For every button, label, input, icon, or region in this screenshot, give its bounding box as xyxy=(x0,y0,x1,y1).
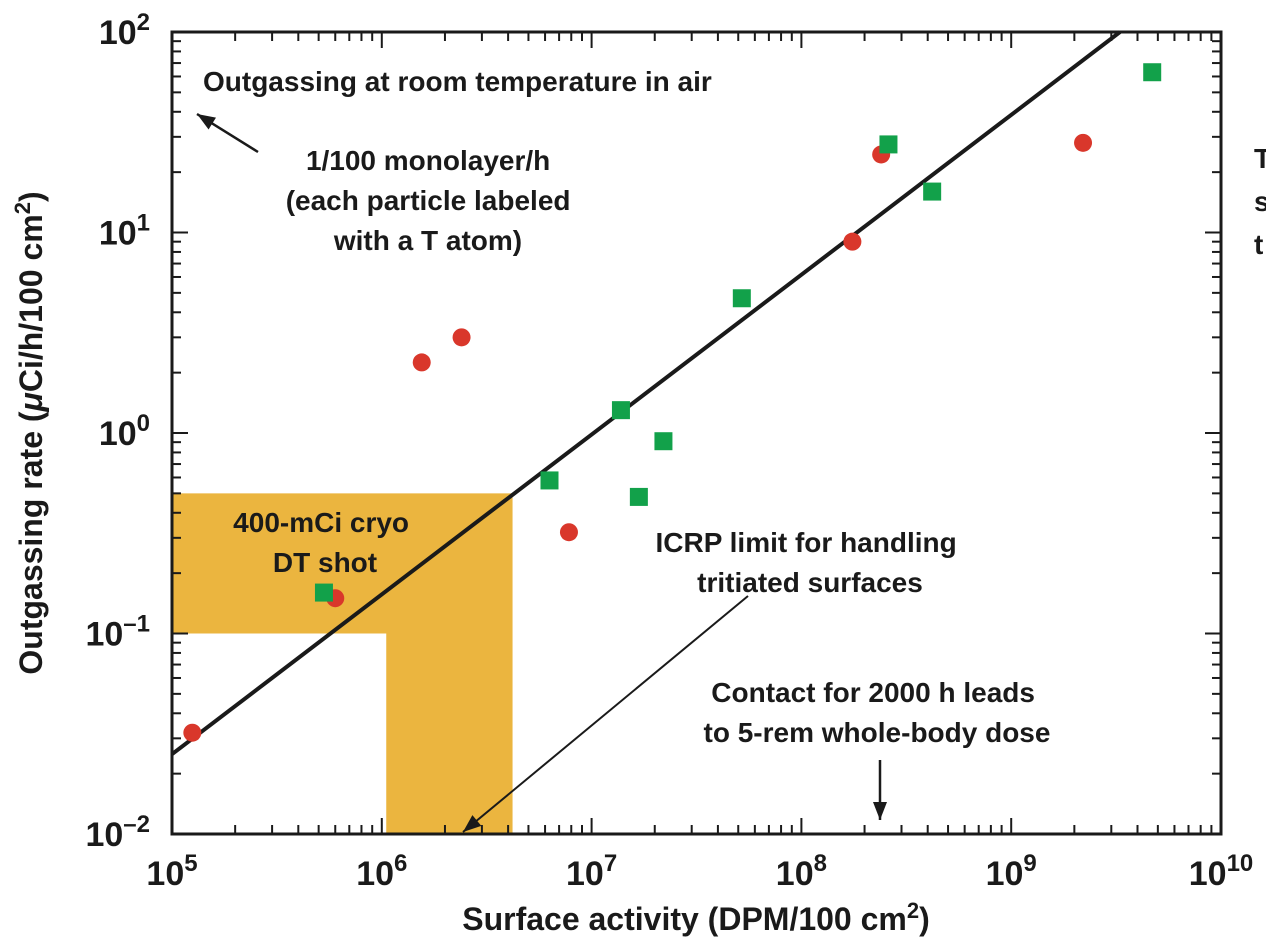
x-tick-labels: 105 106 107 108 109 1010 xyxy=(146,850,1253,893)
square-point-3 xyxy=(629,487,648,506)
square-point-1 xyxy=(540,471,559,490)
y-tick-label-4: 102 xyxy=(99,9,150,52)
monolayer-arrow-head xyxy=(197,114,216,130)
circle-point-3 xyxy=(452,328,471,347)
x-axis-label: Surface activity (DPM/100 cm2) xyxy=(462,898,930,937)
square-point-2 xyxy=(611,401,630,420)
circle-point-7 xyxy=(1074,133,1093,152)
y-axis-label: Outgassing rate (μCi/h/100 cm2) xyxy=(10,191,49,674)
x-tick-label-3: 108 xyxy=(776,850,827,893)
y-tick-labels: 10–2 10–1 100 101 102 xyxy=(85,9,150,854)
icrp-arrow-head xyxy=(463,815,482,832)
x-tick-label-5: 1010 xyxy=(1189,850,1254,893)
square-point-5 xyxy=(732,289,751,308)
square-point-4 xyxy=(654,432,673,451)
fit-line xyxy=(170,30,1122,756)
y-tick-label-1: 10–1 xyxy=(85,611,150,654)
y-tick-label-2: 100 xyxy=(99,410,150,453)
square-point-6 xyxy=(879,135,898,154)
annotation-cryo-shot: 400-mCi cryo DT shot xyxy=(233,507,417,578)
square-point-8 xyxy=(1143,63,1162,82)
x-tick-label-2: 107 xyxy=(566,850,617,893)
circle-point-5 xyxy=(843,232,862,251)
data-markers xyxy=(183,63,1162,742)
annotation-icrp-limit: ICRP limit for handling tritiated surfac… xyxy=(655,527,964,598)
annotation-monolayer: 1/100 monolayer/h (each particle labeled… xyxy=(286,145,579,256)
annotation-room-temperature: Outgassing at room temperature in air xyxy=(203,66,712,97)
annotation-arrows xyxy=(196,112,887,833)
circle-point-2 xyxy=(412,353,431,372)
circle-point-4 xyxy=(559,523,578,542)
x-tick-label-1: 106 xyxy=(356,850,407,893)
square-point-0 xyxy=(314,583,333,602)
y-tick-label-0: 10–2 xyxy=(85,811,150,854)
y-tick-label-3: 101 xyxy=(99,210,150,253)
annotation-contact-dose: Contact for 2000 h leads to 5-rem whole-… xyxy=(704,677,1051,748)
circle-point-0 xyxy=(183,723,202,742)
cryo-shot-region xyxy=(172,493,513,834)
x-tick-label-4: 109 xyxy=(986,850,1037,893)
square-point-7 xyxy=(923,182,942,201)
axis-ticks xyxy=(171,31,1222,835)
icrp-arrow xyxy=(462,595,749,833)
clipped-right-text: T s t xyxy=(1254,143,1266,260)
x-tick-label-0: 105 xyxy=(146,850,197,893)
contact-arrow-head xyxy=(873,802,887,820)
